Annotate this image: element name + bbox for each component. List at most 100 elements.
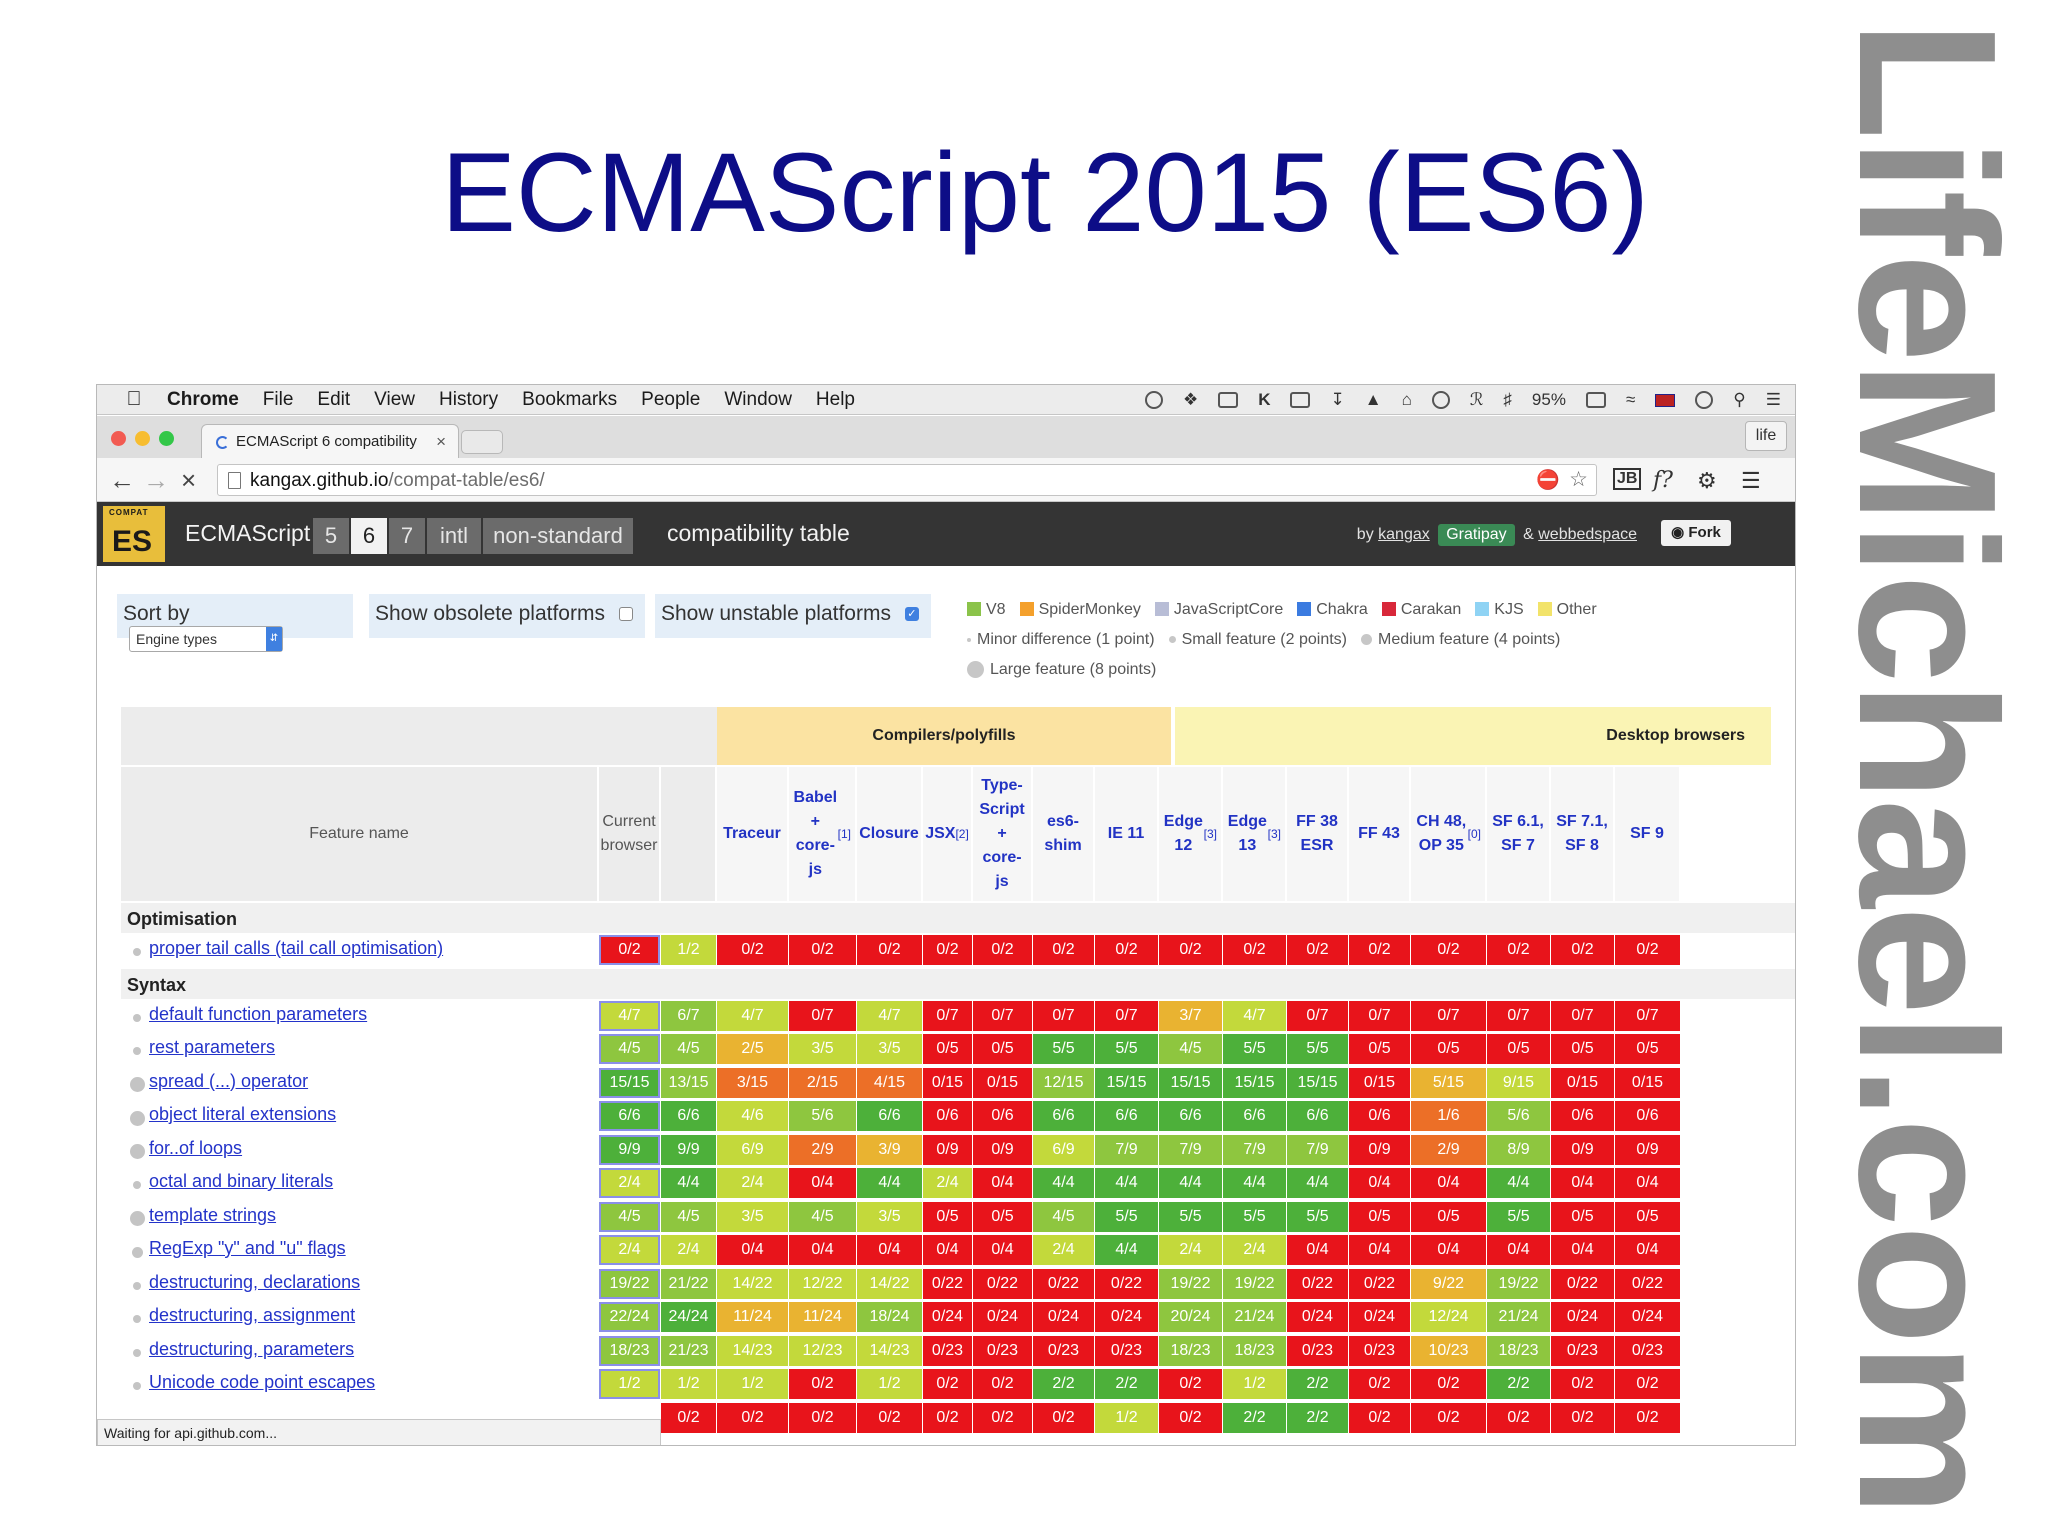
result-cell[interactable]: 4/5 <box>599 1034 661 1064</box>
close-window-icon[interactable] <box>111 431 126 446</box>
result-cell[interactable]: 7/9 <box>1159 1134 1223 1165</box>
result-cell[interactable]: 3/15 <box>717 1067 789 1098</box>
column-header[interactable]: Edge 12 [3] <box>1159 767 1221 901</box>
airplay-icon[interactable]: ▲ <box>1364 390 1382 409</box>
result-cell[interactable]: 0/5 <box>973 1034 1033 1064</box>
result-cell[interactable]: 4/5 <box>661 1201 717 1232</box>
result-cell[interactable]: 0/23 <box>1349 1335 1411 1366</box>
result-cell[interactable]: 0/7 <box>1095 1000 1159 1031</box>
version-tab-non-standard[interactable]: non-standard <box>483 518 633 554</box>
result-cell[interactable]: 19/22 <box>1159 1268 1223 1299</box>
result-cell[interactable]: 6/6 <box>1287 1101 1349 1131</box>
result-cell[interactable]: 0/2 <box>1411 1402 1487 1433</box>
result-cell[interactable]: 0/7 <box>973 1000 1033 1031</box>
result-cell[interactable]: 6/6 <box>1095 1101 1159 1131</box>
film-icon[interactable] <box>1290 392 1311 408</box>
result-cell[interactable]: 0/7 <box>1349 1000 1411 1031</box>
result-cell[interactable]: 0/23 <box>1095 1335 1159 1366</box>
result-cell[interactable]: 11/24 <box>717 1302 789 1332</box>
result-cell[interactable]: 0/9 <box>923 1134 973 1165</box>
column-header[interactable]: Type-Script + core-js <box>973 767 1031 901</box>
result-cell[interactable]: 0/4 <box>1349 1235 1411 1265</box>
minimize-window-icon[interactable] <box>135 431 150 446</box>
column-footnote[interactable]: [2] <box>955 827 969 841</box>
result-cell[interactable]: 4/5 <box>1159 1034 1223 1064</box>
result-cell[interactable]: 0/7 <box>1287 1000 1349 1031</box>
result-cell[interactable]: 2/2 <box>1287 1402 1349 1433</box>
result-cell[interactable]: 0/22 <box>1287 1268 1349 1299</box>
result-cell[interactable]: 4/4 <box>1159 1168 1223 1198</box>
result-cell[interactable]: 14/23 <box>857 1335 923 1366</box>
result-cell[interactable]: 2/2 <box>1223 1402 1287 1433</box>
result-cell[interactable]: 5/5 <box>1095 1034 1159 1064</box>
column-header[interactable]: Closure <box>857 767 921 901</box>
result-cell[interactable]: 0/4 <box>1411 1235 1487 1265</box>
menu-view[interactable]: View <box>374 388 416 410</box>
menu-history[interactable]: History <box>439 388 499 410</box>
result-cell[interactable]: 0/5 <box>1411 1034 1487 1064</box>
result-cell[interactable]: 9/9 <box>661 1134 717 1165</box>
column-header[interactable]: SF 9 <box>1615 767 1679 901</box>
result-cell[interactable]: 19/22 <box>599 1268 661 1299</box>
result-cell[interactable]: 19/22 <box>1487 1268 1551 1299</box>
result-cell[interactable]: 5/5 <box>1159 1201 1223 1232</box>
result-cell[interactable]: 2/4 <box>923 1168 973 1198</box>
result-cell[interactable]: 3/5 <box>717 1201 789 1232</box>
es-logo[interactable]: COMPAT ES <box>103 506 165 562</box>
result-cell[interactable]: 3/9 <box>857 1134 923 1165</box>
k-app-icon[interactable]: K <box>1258 390 1271 409</box>
result-cell[interactable]: 0/2 <box>1287 935 1349 965</box>
result-cell[interactable]: 0/7 <box>789 1000 857 1031</box>
column-header[interactable]: SF 7.1, SF 8 <box>1551 767 1613 901</box>
result-cell[interactable]: 0/2 <box>789 1369 857 1399</box>
result-cell[interactable]: 0/2 <box>1551 1402 1615 1433</box>
result-cell[interactable]: 0/9 <box>1615 1134 1681 1165</box>
result-cell[interactable]: 1/2 <box>857 1369 923 1399</box>
menu-app-name[interactable]: Chrome <box>167 388 239 410</box>
result-cell[interactable]: 0/23 <box>923 1335 973 1366</box>
result-cell[interactable]: 0/5 <box>973 1201 1033 1232</box>
column-header[interactable]: FF 38 ESR <box>1287 767 1347 901</box>
result-cell[interactable]: 2/15 <box>789 1067 857 1098</box>
result-cell[interactable]: 18/23 <box>599 1335 661 1366</box>
result-cell[interactable]: 0/9 <box>1349 1134 1411 1165</box>
forward-icon[interactable]: → <box>143 465 169 495</box>
result-cell[interactable]: 0/24 <box>1615 1302 1681 1332</box>
home-icon[interactable]: ⌂ <box>1401 390 1412 409</box>
apple-icon[interactable]:  <box>117 388 151 411</box>
result-cell[interactable]: 0/2 <box>1551 935 1615 965</box>
menu-window[interactable]: Window <box>724 388 792 410</box>
version-tab-intl[interactable]: intl <box>427 518 481 554</box>
column-footnote[interactable]: [3] <box>1267 827 1281 841</box>
fork-button[interactable]: ◉ Fork <box>1661 520 1731 546</box>
coauthor-link[interactable]: webbedspace <box>1538 526 1637 543</box>
result-cell[interactable]: 0/22 <box>1349 1268 1411 1299</box>
result-cell[interactable]: 0/5 <box>1615 1201 1681 1232</box>
result-cell[interactable]: 0/2 <box>1411 1369 1487 1399</box>
result-cell[interactable]: 4/7 <box>1223 1000 1287 1031</box>
result-cell[interactable]: 6/6 <box>857 1101 923 1131</box>
result-cell[interactable]: 0/2 <box>599 935 661 965</box>
version-tab-6[interactable]: 6 <box>351 518 387 554</box>
result-cell[interactable]: 7/9 <box>1223 1134 1287 1165</box>
result-cell[interactable]: 6/6 <box>1223 1101 1287 1131</box>
result-cell[interactable]: 1/2 <box>1223 1369 1287 1399</box>
tab-close-icon[interactable]: × <box>436 432 446 451</box>
tab-active[interactable]: ECMAScript 6 compatibility × <box>201 424 459 458</box>
menu-help[interactable]: Help <box>815 388 855 410</box>
result-cell[interactable]: 0/24 <box>1287 1302 1349 1332</box>
result-cell[interactable]: 0/2 <box>1033 935 1095 965</box>
result-cell[interactable]: 6/6 <box>1159 1101 1223 1131</box>
result-cell[interactable]: 6/9 <box>1033 1134 1095 1165</box>
stop-icon[interactable]: × <box>181 465 197 495</box>
result-cell[interactable]: 14/22 <box>857 1268 923 1299</box>
unstable-checkbox[interactable]: ✓ <box>904 607 919 622</box>
result-cell[interactable]: 0/6 <box>973 1101 1033 1131</box>
author-link[interactable]: kangax <box>1378 526 1430 543</box>
column-footnote[interactable]: [0] <box>1467 827 1481 841</box>
result-cell[interactable]: 5/5 <box>1287 1034 1349 1064</box>
result-cell[interactable]: 4/4 <box>857 1168 923 1198</box>
result-cell[interactable]: 0/2 <box>923 1369 973 1399</box>
result-cell[interactable]: 9/15 <box>1487 1067 1551 1098</box>
result-cell[interactable]: 0/22 <box>973 1268 1033 1299</box>
